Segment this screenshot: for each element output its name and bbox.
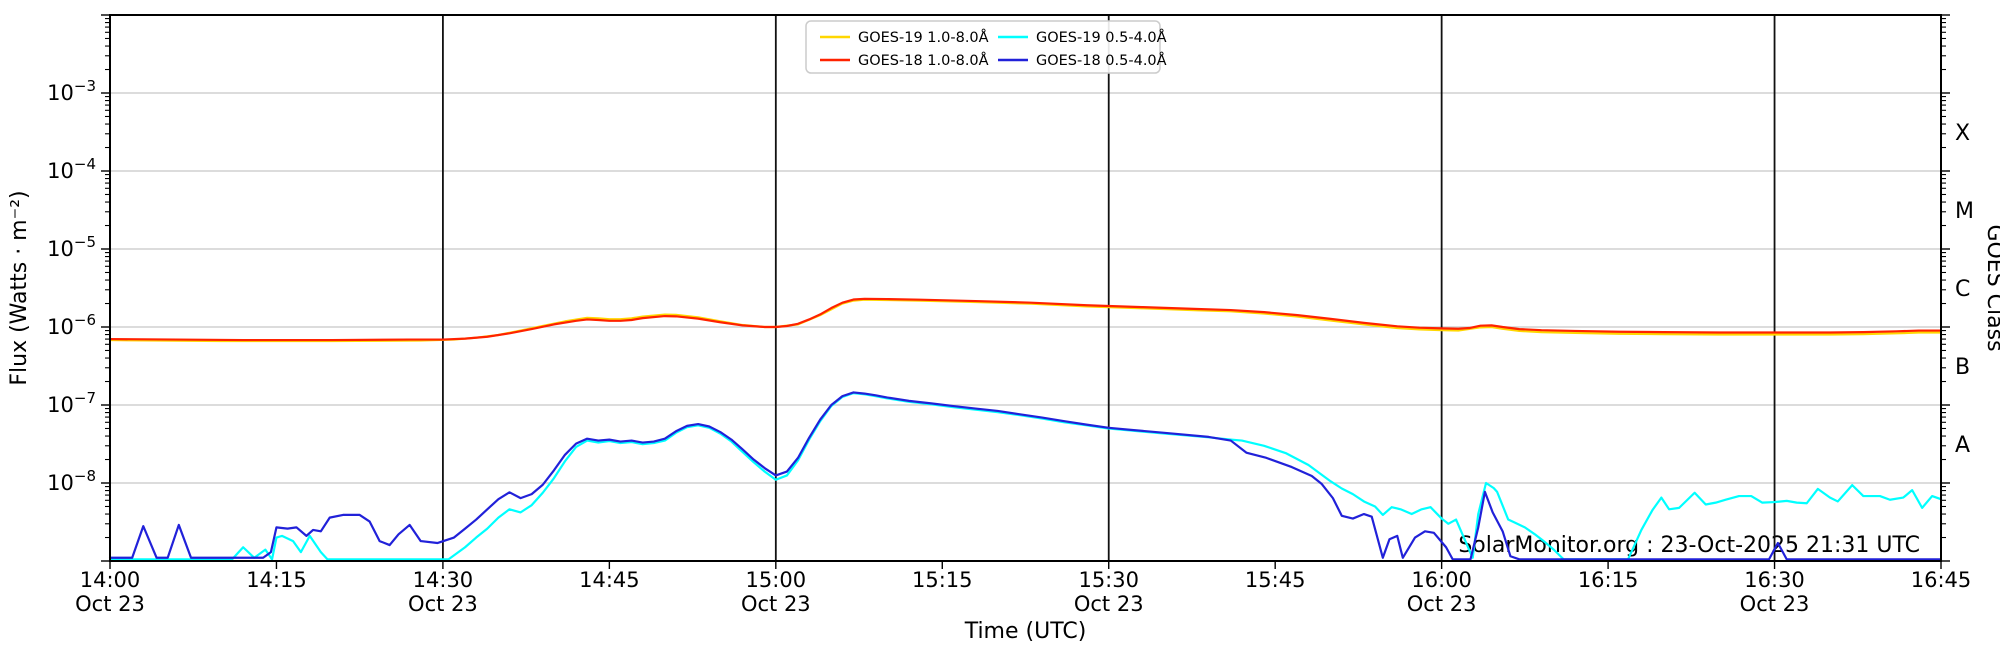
goes-class-letters: X M C B A <box>1955 121 1974 458</box>
y-tick-label-1e-6: 10−6 <box>47 311 96 339</box>
legend: GOES-19 1.0-8.0Å GOES-18 1.0-8.0Å GOES-19 … <box>805 20 1167 74</box>
watermark-text: SolarMonitor.org : 23-Oct-2025 21:31 UTC <box>1458 533 1920 558</box>
legend-label-goes19-long: GOES-19 1.0-8.0Å <box>858 29 989 46</box>
y-axis-title-left: Flux (Watts · m⁻²) <box>7 190 32 385</box>
legend-box <box>805 20 1161 74</box>
y-ticks <box>101 14 1950 562</box>
x-date-label-1400: Oct 23 <box>75 592 145 616</box>
legend-label-goes18-short: GOES-18 0.5-4.0Å <box>1036 52 1167 69</box>
goes-class-letter-M: M <box>1955 199 1974 224</box>
x-tick-label-1415: 14:15 <box>246 568 307 592</box>
y-tick-label-1e-8: 10−8 <box>47 467 96 495</box>
series-line-goes19-long <box>108 298 1943 343</box>
y-tick-label-1e-4: 10−4 <box>47 155 96 183</box>
y-tick-labels: 10−3 10−4 10−5 10−6 10−7 10−8 <box>47 77 96 495</box>
series-line-goes18-short <box>108 391 1943 561</box>
x-date-label-1500: Oct 23 <box>741 592 811 616</box>
x-tick-label-1545: 15:45 <box>1245 568 1306 592</box>
y-axis-title-right: GOES Class <box>1982 224 2000 351</box>
x-tick-label-1500: 15:00 <box>746 568 807 592</box>
x-tick-label-1445: 14:45 <box>579 568 640 592</box>
goes-class-letter-B: B <box>1955 355 1970 380</box>
goes-class-letter-A: A <box>1955 433 1970 458</box>
x-tick-label-1515: 15:15 <box>912 568 973 592</box>
x-date-label-1600: Oct 23 <box>1407 592 1477 616</box>
x-tick-label-1430: 14:30 <box>413 568 474 592</box>
y-tick-label-1e-5: 10−5 <box>47 233 96 261</box>
y-tick-label-1e-7: 10−7 <box>47 389 96 417</box>
goes-class-letter-X: X <box>1955 121 1970 146</box>
x-tick-label-1645: 16:45 <box>1911 568 1972 592</box>
x-date-label-1530: Oct 23 <box>1074 592 1144 616</box>
decade-gridlines <box>110 92 1941 484</box>
x-axis-title: Time (UTC) <box>964 619 1087 644</box>
x-tick-label-1400: 14:00 <box>80 568 141 592</box>
legend-label-goes18-long: GOES-18 1.0-8.0Å <box>858 52 989 69</box>
x-tick-label-1630: 16:30 <box>1744 568 1805 592</box>
x-tick-label-1530: 15:30 <box>1078 568 1139 592</box>
x-tick-label-1600: 16:00 <box>1411 568 1472 592</box>
goes-class-letter-C: C <box>1955 277 1970 302</box>
x-date-label-1630: Oct 23 <box>1740 592 1810 616</box>
x-date-label-1430: Oct 23 <box>408 592 478 616</box>
halfhour-vlines <box>442 15 1776 561</box>
x-tick-label-1615: 16:15 <box>1578 568 1639 592</box>
plot-border <box>109 14 1942 562</box>
series-group <box>108 297 1943 561</box>
legend-label-goes19-short: GOES-19 0.5-4.0Å <box>1036 29 1167 46</box>
y-tick-label-1e-3: 10−3 <box>47 77 96 105</box>
series-line-goes18-long <box>108 297 1943 342</box>
